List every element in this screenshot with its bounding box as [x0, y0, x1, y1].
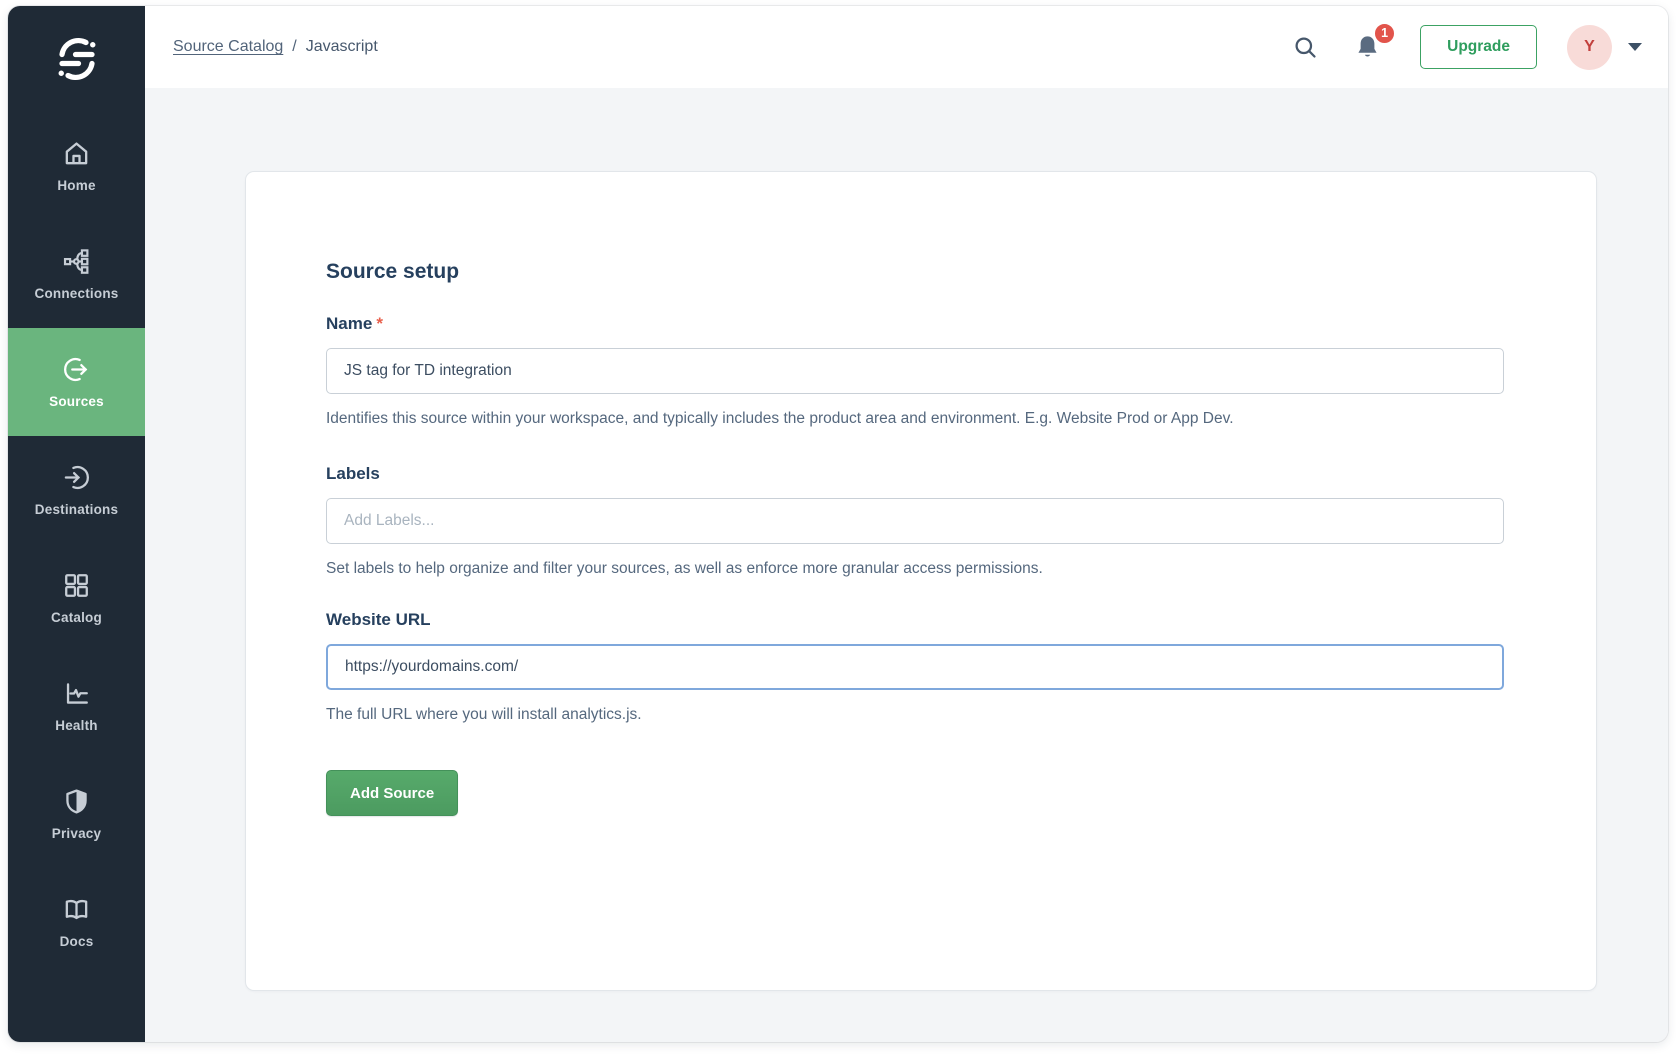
name-helper-text: Identifies this source within your works… — [326, 410, 1234, 427]
website-url-helper-text: The full URL where you will install anal… — [326, 706, 642, 723]
name-input[interactable] — [326, 348, 1504, 394]
sidebar-item-home[interactable]: Home — [8, 112, 145, 220]
sidebar-item-health[interactable]: Health — [8, 652, 145, 760]
labels-helper-text: Set labels to help organize and filter y… — [326, 560, 1043, 577]
page-title: Source setup — [326, 260, 460, 283]
sidebar-item-destinations[interactable]: Destinations — [8, 436, 145, 544]
sidebar-item-label: Home — [57, 178, 96, 193]
sidebar-item-label: Catalog — [51, 610, 102, 625]
labels-input[interactable] — [326, 498, 1504, 544]
sidebar-item-label: Connections — [34, 286, 119, 301]
sidebar-item-label: Docs — [59, 934, 94, 949]
sidebar-item-label: Sources — [49, 394, 104, 409]
top-bar: Source Catalog / Javascript — [145, 6, 1668, 88]
home-icon — [65, 142, 88, 165]
add-source-button[interactable]: Add Source — [326, 770, 459, 816]
segment-logo[interactable] — [8, 6, 145, 112]
notification-badge: 1 — [1373, 21, 1397, 45]
segment-logo-icon — [58, 38, 95, 80]
labels-field-label: Labels — [326, 464, 380, 483]
upgrade-button[interactable]: Upgrade — [1420, 25, 1537, 69]
sidebar-item-label: Destinations — [34, 502, 119, 517]
required-asterisk: * — [376, 314, 383, 333]
catalog-icon — [65, 574, 88, 597]
content-area: Source setup Name* Identifies this sourc… — [145, 88, 1668, 1042]
sidebar-item-connections[interactable]: Connections — [8, 220, 145, 328]
destinations-icon — [64, 466, 89, 489]
bell-icon — [1358, 35, 1377, 56]
name-label-text: Name — [326, 314, 373, 333]
breadcrumb: Source Catalog / Javascript — [173, 38, 378, 56]
website-url-input[interactable] — [326, 644, 1504, 690]
app-window: Home Connections Sources — [8, 6, 1668, 1042]
breadcrumb-current: Javascript — [305, 38, 378, 55]
connections-icon — [63, 249, 89, 274]
sidebar-item-label: Health — [55, 718, 98, 733]
sidebar-item-label: Privacy — [51, 826, 102, 841]
docs-icon — [65, 899, 88, 920]
health-icon — [66, 683, 88, 704]
chevron-down-icon — [1628, 43, 1642, 51]
sidebar-item-privacy[interactable]: Privacy — [8, 760, 145, 868]
sidebar-item-catalog[interactable]: Catalog — [8, 544, 145, 652]
sidebar-item-sources[interactable]: Sources — [8, 328, 145, 436]
search-button[interactable] — [1290, 32, 1321, 63]
topbar-actions: 1 Upgrade Y — [1290, 21, 1642, 70]
website-url-field-label: Website URL — [326, 610, 431, 629]
main-column: Source Catalog / Javascript — [145, 6, 1668, 1042]
sources-icon — [64, 358, 88, 381]
breadcrumb-separator: / — [292, 38, 297, 55]
avatar: Y — [1567, 24, 1612, 70]
user-menu[interactable]: Y — [1567, 24, 1642, 70]
source-setup-card: Source setup Name* Identifies this sourc… — [245, 171, 1597, 991]
sidebar: Home Connections Sources — [8, 6, 145, 1042]
name-field-label: Name * — [326, 314, 1504, 334]
notifications-button[interactable]: 1 — [1351, 21, 1397, 64]
sidebar-item-docs[interactable]: Docs — [8, 868, 145, 976]
privacy-icon — [66, 789, 87, 814]
breadcrumb-link-source-catalog[interactable]: Source Catalog — [173, 38, 284, 55]
search-icon — [1295, 36, 1316, 58]
